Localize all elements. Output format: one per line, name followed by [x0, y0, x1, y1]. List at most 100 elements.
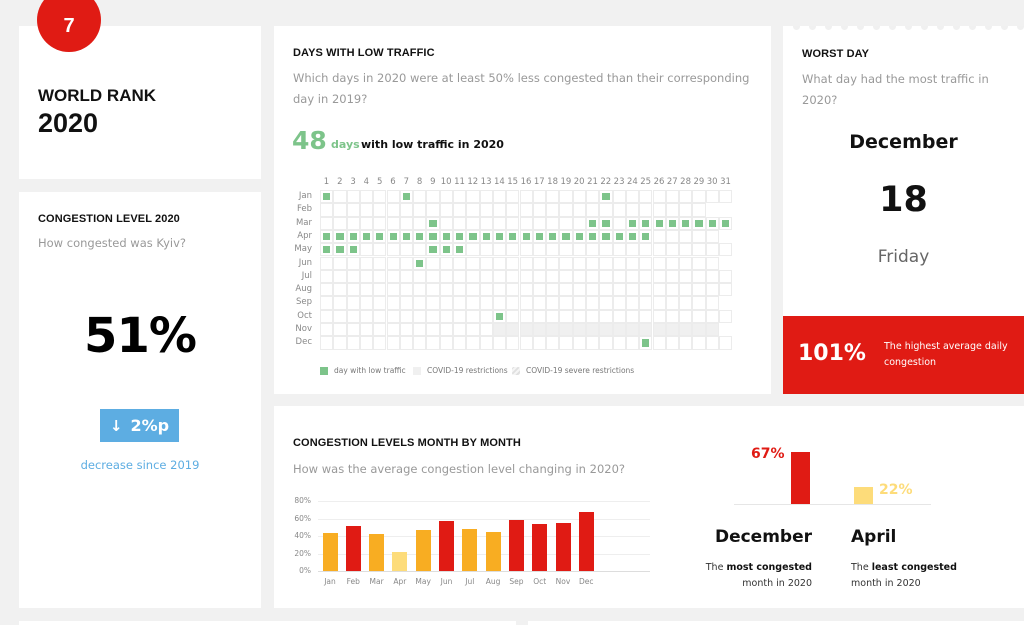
perforation-dot	[969, 26, 976, 30]
calendar-day-cell	[453, 336, 467, 350]
calendar-day-cell	[692, 296, 706, 310]
calendar-day-cell	[665, 256, 680, 270]
calendar-day-cell	[559, 309, 573, 323]
rank-number: 7	[63, 14, 75, 37]
calendar-day-cell	[652, 309, 666, 323]
day-column-label: 22	[600, 177, 612, 187]
calendar-day-cell	[466, 336, 480, 350]
calendar-day-cell	[572, 323, 586, 337]
day-column-label: 15	[507, 177, 519, 187]
calendar-day-cell	[426, 336, 440, 350]
calendar-day-cell	[559, 296, 573, 310]
calendar-day-cell	[453, 309, 467, 323]
day-column-label: 5	[376, 177, 383, 187]
calendar-day-cell	[439, 283, 453, 297]
calendar-day-cell	[333, 309, 347, 323]
low-traffic-count-unit: days	[331, 138, 360, 151]
calendar-day-cell	[333, 269, 347, 284]
calendar-day-cell	[572, 203, 586, 217]
calendar-day-cell	[692, 243, 706, 257]
legend-severe-restrictions: COVID-19 severe restrictions	[512, 366, 634, 375]
day-column-label: 13	[480, 177, 492, 187]
highest-congestion-box: 101% The highest average daily congestio…	[783, 316, 1024, 394]
calendar-day-cell	[719, 336, 733, 350]
legend-label: day with low traffic	[334, 366, 406, 375]
congestion-level-question: How congested was Kyiv?	[38, 236, 187, 250]
calendar-day-cell	[519, 243, 533, 257]
calendar-day-cell	[639, 323, 653, 337]
x-tick-label: Aug	[485, 577, 501, 586]
bar-nov	[555, 522, 571, 571]
calendar-day-cell	[506, 283, 520, 297]
calendar-day-cell	[679, 190, 693, 204]
calendar-day-cell	[492, 296, 507, 310]
calendar-day-cell	[546, 243, 560, 257]
calendar-day-cell	[625, 256, 640, 270]
calendar-day-cell	[320, 296, 334, 310]
calendar-day-cell	[599, 229, 613, 244]
day-column-label: 18	[547, 177, 558, 187]
calendar-day-cell	[413, 269, 427, 284]
perforation-dot	[841, 26, 848, 30]
least-congested-bar	[854, 487, 873, 504]
calendar-day-cell	[399, 309, 414, 323]
calendar-day-cell	[359, 229, 374, 244]
low-traffic-mark	[602, 193, 610, 201]
calendar-day-cell	[679, 283, 693, 297]
x-tick-label: Mar	[369, 577, 384, 586]
day-column-label: 12	[467, 177, 479, 187]
calendar-day-cell	[320, 190, 334, 204]
calendar-day-cell	[586, 309, 600, 323]
calendar-day-cell	[559, 336, 573, 350]
calendar-day-cell	[586, 216, 600, 230]
calendar-day-cell	[559, 256, 573, 270]
bottom-right-card	[528, 621, 1024, 625]
calendar-day-cell	[639, 203, 653, 217]
low-traffic-mark	[535, 232, 544, 241]
desc-suffix: month in 2020	[851, 578, 921, 589]
calendar-day-cell	[320, 336, 334, 350]
perforation-dot	[905, 26, 912, 30]
least-congested-desc: The least congested month in 2020	[851, 560, 991, 592]
calendar-day-cell	[705, 229, 719, 244]
calendar-day-cell	[399, 229, 414, 244]
low-traffic-mark	[642, 232, 650, 241]
calendar-day-cell	[612, 323, 626, 337]
calendar-day-cell	[373, 269, 387, 284]
calendar-day-cell	[426, 229, 440, 244]
calendar-day-cell	[386, 203, 400, 217]
bar-jul	[462, 529, 478, 571]
calendar-day-cell	[679, 243, 693, 257]
calendar-day-cell	[359, 256, 374, 270]
worst-day-weekday: Friday	[877, 247, 930, 267]
calendar-day-cell	[333, 283, 347, 297]
low-traffic-mark	[323, 232, 331, 241]
low-traffic-mark	[708, 219, 716, 227]
calendar-day-cell	[519, 323, 533, 337]
calendar-day-cell	[519, 283, 533, 297]
day-column-label: 24	[626, 177, 638, 187]
x-tick-label: Nov	[555, 577, 571, 586]
most-congested-value: 67%	[751, 446, 785, 462]
calendar-day-cell	[426, 296, 440, 310]
calendar-day-cell	[413, 256, 427, 270]
bar-jan	[322, 533, 338, 571]
calendar-day-cell	[359, 216, 374, 230]
change-text: decrease since 2019	[80, 458, 200, 472]
y-tick-label: 60%	[294, 513, 311, 523]
calendar-day-cell	[532, 309, 547, 323]
calendar-day-cell	[519, 269, 533, 284]
day-column-label: 25	[640, 177, 652, 187]
low-traffic-mark	[336, 232, 344, 241]
day-column-label: 3	[350, 177, 356, 187]
calendar-day-cell	[679, 269, 693, 284]
calendar-day-cell	[359, 336, 374, 350]
calendar-day-cell	[586, 296, 600, 310]
day-column-label: 7	[403, 177, 409, 187]
low-traffic-mark	[642, 219, 650, 227]
calendar-day-cell	[639, 229, 653, 244]
calendar-day-cell	[652, 243, 666, 257]
low-traffic-mark	[589, 219, 597, 227]
calendar-day-cell	[320, 203, 334, 217]
low-traffic-mark	[575, 232, 583, 241]
